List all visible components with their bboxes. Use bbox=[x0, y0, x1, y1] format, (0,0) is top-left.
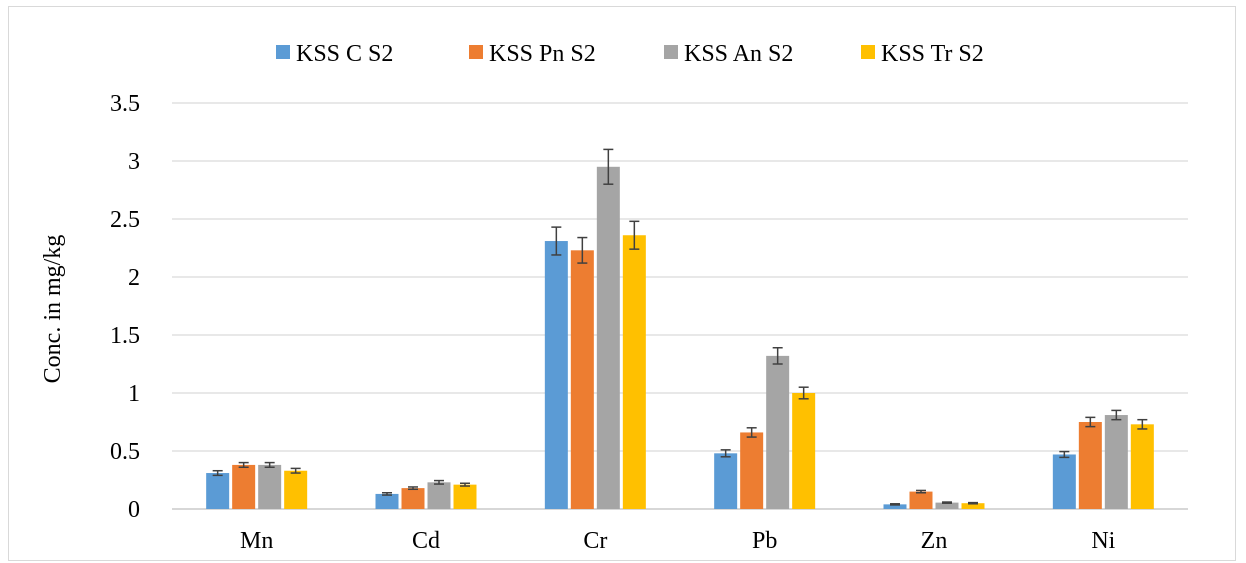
bar bbox=[883, 504, 907, 509]
bar bbox=[714, 453, 738, 509]
bar bbox=[375, 493, 399, 509]
bar bbox=[284, 470, 308, 509]
x-category-label: Zn bbox=[921, 528, 948, 554]
bar bbox=[1104, 415, 1128, 509]
y-axis-title: Conc. in mg/kg bbox=[40, 235, 66, 384]
legend-label: KSS An S2 bbox=[684, 41, 793, 67]
y-tick-label: 3 bbox=[128, 149, 140, 175]
chart-frame bbox=[8, 6, 1236, 561]
bar bbox=[570, 250, 594, 509]
legend-label: KSS C S2 bbox=[296, 41, 393, 67]
y-tick-label: 0.5 bbox=[110, 439, 140, 465]
x-category-label: Mn bbox=[240, 528, 273, 554]
bar bbox=[544, 241, 568, 510]
x-category-label: Cr bbox=[583, 528, 607, 554]
legend-swatch bbox=[664, 45, 678, 59]
bar bbox=[766, 355, 790, 509]
bar bbox=[258, 464, 282, 509]
y-tick-label: 1 bbox=[128, 381, 140, 407]
y-tick-label: 1.5 bbox=[110, 323, 140, 349]
bar bbox=[792, 393, 816, 509]
gridlines bbox=[172, 102, 1188, 510]
legend-swatch bbox=[469, 45, 483, 59]
legend: KSS C S2 KSS Pn S2 KSS An S2 KSS Tr S2 bbox=[276, 41, 984, 67]
bar bbox=[1052, 454, 1076, 509]
legend-swatch bbox=[861, 45, 875, 59]
bar bbox=[909, 491, 933, 509]
x-category-label: Cd bbox=[412, 528, 440, 554]
y-tick-label: 2 bbox=[128, 265, 140, 291]
bar bbox=[740, 432, 764, 509]
y-tick-label: 0 bbox=[128, 497, 140, 523]
bar bbox=[427, 482, 451, 509]
bar bbox=[1130, 424, 1154, 509]
y-tick-label: 3.5 bbox=[110, 91, 140, 117]
legend-label: KSS Tr S2 bbox=[881, 41, 984, 67]
legend-label: KSS Pn S2 bbox=[489, 41, 596, 67]
bar bbox=[596, 166, 620, 510]
bar bbox=[935, 502, 959, 509]
bar bbox=[206, 473, 230, 509]
bars bbox=[206, 166, 1154, 510]
bar bbox=[401, 488, 425, 509]
bar bbox=[961, 503, 985, 509]
x-category-label: Ni bbox=[1091, 528, 1115, 554]
bar bbox=[1078, 422, 1102, 509]
error-bars bbox=[212, 148, 1148, 506]
bar bbox=[232, 464, 256, 509]
x-category-labels: Mn Cd Cr Pb Zn Ni bbox=[240, 528, 1116, 554]
y-tick-labels: 0 0.5 1 1.5 2 2.5 3 3.5 bbox=[110, 91, 140, 523]
y-tick-label: 2.5 bbox=[110, 207, 140, 233]
bar bbox=[622, 235, 646, 510]
legend-swatch bbox=[276, 45, 290, 59]
bar bbox=[453, 484, 477, 509]
x-category-label: Pb bbox=[752, 528, 777, 554]
